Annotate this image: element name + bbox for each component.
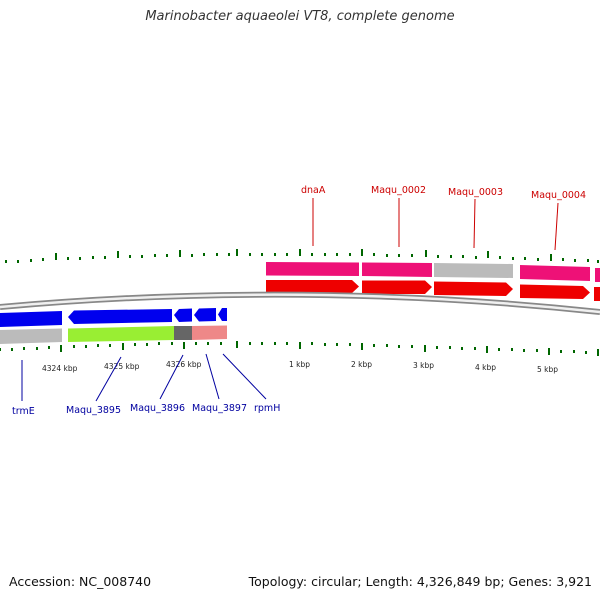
cds-maqu-3897[interactable] — [192, 325, 227, 341]
gene-arrow-maqu-3897[interactable] — [194, 308, 216, 322]
scale-label: 4325 kbp — [104, 362, 140, 371]
scale-label: 3 kbp — [413, 361, 434, 370]
gene-label-maqu-0002[interactable]: Maqu_0002 — [371, 185, 426, 196]
gene-arrow-maqu-3895[interactable] — [68, 309, 172, 324]
cds-maqu-3896[interactable] — [174, 326, 192, 340]
gene-label-maqu-3895[interactable]: Maqu_3895 — [66, 405, 121, 416]
scale-label: 4326 kbp — [166, 360, 202, 369]
gene-arrow-maqu-0004[interactable] — [520, 284, 590, 300]
scale-label: 5 kbp — [537, 365, 558, 374]
gene-arrow-maqu-0002[interactable] — [362, 280, 432, 295]
cds-maqu-0003[interactable] — [434, 263, 513, 278]
gene-label-maqu-0004[interactable]: Maqu_0004 — [531, 190, 586, 201]
gene-label-trmE[interactable]: trmE — [12, 406, 35, 417]
reverse-cds-track — [0, 325, 227, 345]
accession-text: Accession: NC_008740 — [9, 574, 152, 589]
scale-label: 1 kbp — [289, 360, 310, 369]
cds-maqu-3895[interactable] — [68, 326, 174, 342]
gene-label-rpmH[interactable]: rpmH — [254, 403, 280, 414]
gene-arrow-dnaA[interactable] — [266, 280, 359, 293]
cds-maqu-0004[interactable] — [520, 265, 590, 281]
forward-cds-track — [266, 262, 600, 282]
gene-arrow-trmE[interactable] — [0, 311, 62, 327]
gene-label-maqu-0003[interactable]: Maqu_0003 — [448, 187, 503, 198]
gene-label-maqu-3897[interactable]: Maqu_3897 — [192, 403, 247, 414]
cds-maqu-0002[interactable] — [362, 262, 432, 278]
gene-arrow-maqu-3896[interactable] — [174, 308, 192, 323]
gene-arrow-next[interactable] — [594, 287, 600, 301]
scale-ticks-upper — [5, 249, 599, 263]
cds-trmE[interactable] — [0, 328, 62, 345]
gene-arrow-rpmH[interactable] — [218, 308, 227, 321]
scale-label: 4 kbp — [475, 363, 496, 372]
reverse-gene-labels: trmE Maqu_3895 Maqu_3896 Maqu_3897 rpmH — [12, 353, 280, 417]
topology-text: Topology: circular; Length: 4,326,849 bp… — [248, 574, 592, 589]
genome-backbone-highlight — [0, 293, 600, 314]
scale-labels: 4324 kbp 4325 kbp 4326 kbp 1 kbp 2 kbp 3… — [42, 360, 558, 374]
forward-gene-labels: dnaA Maqu_0002 Maqu_0003 Maqu_0004 — [301, 185, 586, 251]
forward-gene-track — [266, 280, 600, 301]
gene-label-dnaA[interactable]: dnaA — [301, 185, 326, 196]
cds-next[interactable] — [595, 268, 600, 282]
scale-label: 4324 kbp — [42, 364, 78, 373]
scale-ticks-lower — [0, 341, 599, 356]
gene-arrow-maqu-0003[interactable] — [434, 281, 513, 297]
scale-label: 2 kbp — [351, 360, 372, 369]
cds-dnaA[interactable] — [266, 262, 359, 276]
gene-label-maqu-3896[interactable]: Maqu_3896 — [130, 403, 185, 414]
reverse-gene-track — [0, 308, 227, 327]
map-title: Marinobacter aquaeolei VT8, complete gen… — [145, 9, 455, 24]
